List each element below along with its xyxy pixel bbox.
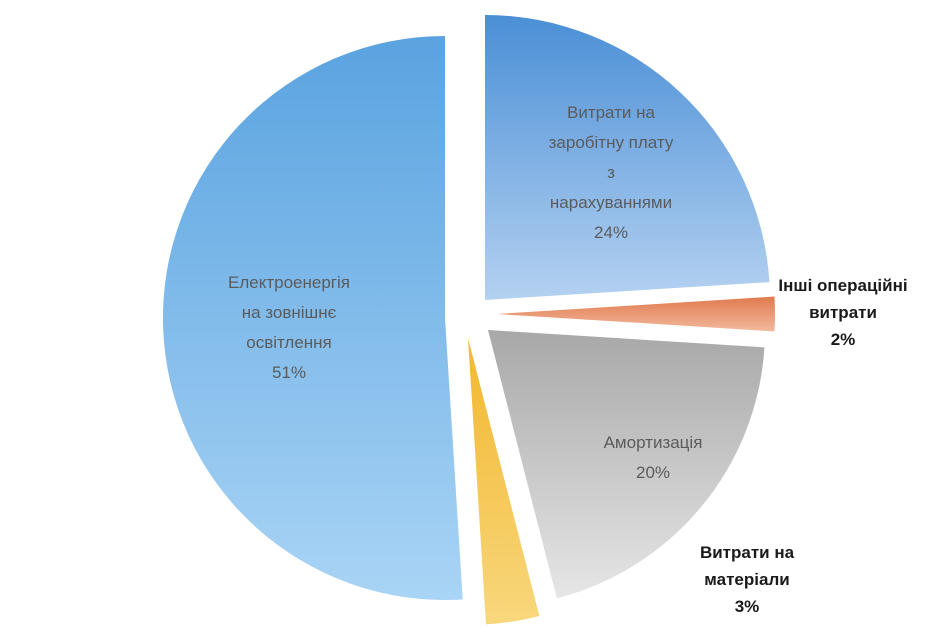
slice-label-line: Витрати на [700, 543, 795, 562]
slice-label-line: нарахуваннями [550, 193, 672, 212]
slice-label-line: освітлення [246, 333, 332, 352]
slice-value-4: 51% [272, 363, 306, 382]
pie-slice-4 [162, 35, 463, 601]
slice-label-line: заробітну плату [549, 133, 674, 152]
slice-value-1: 2% [831, 330, 856, 349]
pie-slice-0 [485, 15, 770, 300]
slice-value-0: 24% [594, 223, 628, 242]
slice-label-line: Інші операційні [778, 276, 907, 295]
slice-label-3: Витрати на матеріали 3% [700, 543, 795, 616]
slice-label-0: Витрати на заробітну плату з нарахуваннями 2… [549, 103, 674, 242]
pie-slice-2 [488, 330, 765, 599]
pie-slices [162, 15, 775, 625]
slice-label-line: Електроенергія [228, 273, 350, 292]
pie-slice-3 [468, 338, 540, 625]
slice-label-line: Витрати на [567, 103, 656, 122]
slice-label-line: Амортизація [604, 433, 703, 452]
slice-label-2: Амортизація 20% [604, 433, 703, 482]
slice-label-4: Електроенергія на зовнішнє освітлення 51% [228, 273, 350, 382]
pie-slice-1 [497, 296, 775, 332]
slice-label-line: з [607, 163, 615, 182]
pie-labels: Витрати на заробітну плату з нарахуваннями 2… [228, 103, 908, 616]
slice-label-line: матеріали [704, 570, 789, 589]
slice-value-2: 20% [636, 463, 670, 482]
slice-label-1: Інші операційні витрати 2% [778, 276, 907, 349]
slice-label-line: витрати [809, 303, 877, 322]
slice-value-3: 3% [735, 597, 760, 616]
slice-label-line: на зовнішнє [242, 303, 337, 322]
